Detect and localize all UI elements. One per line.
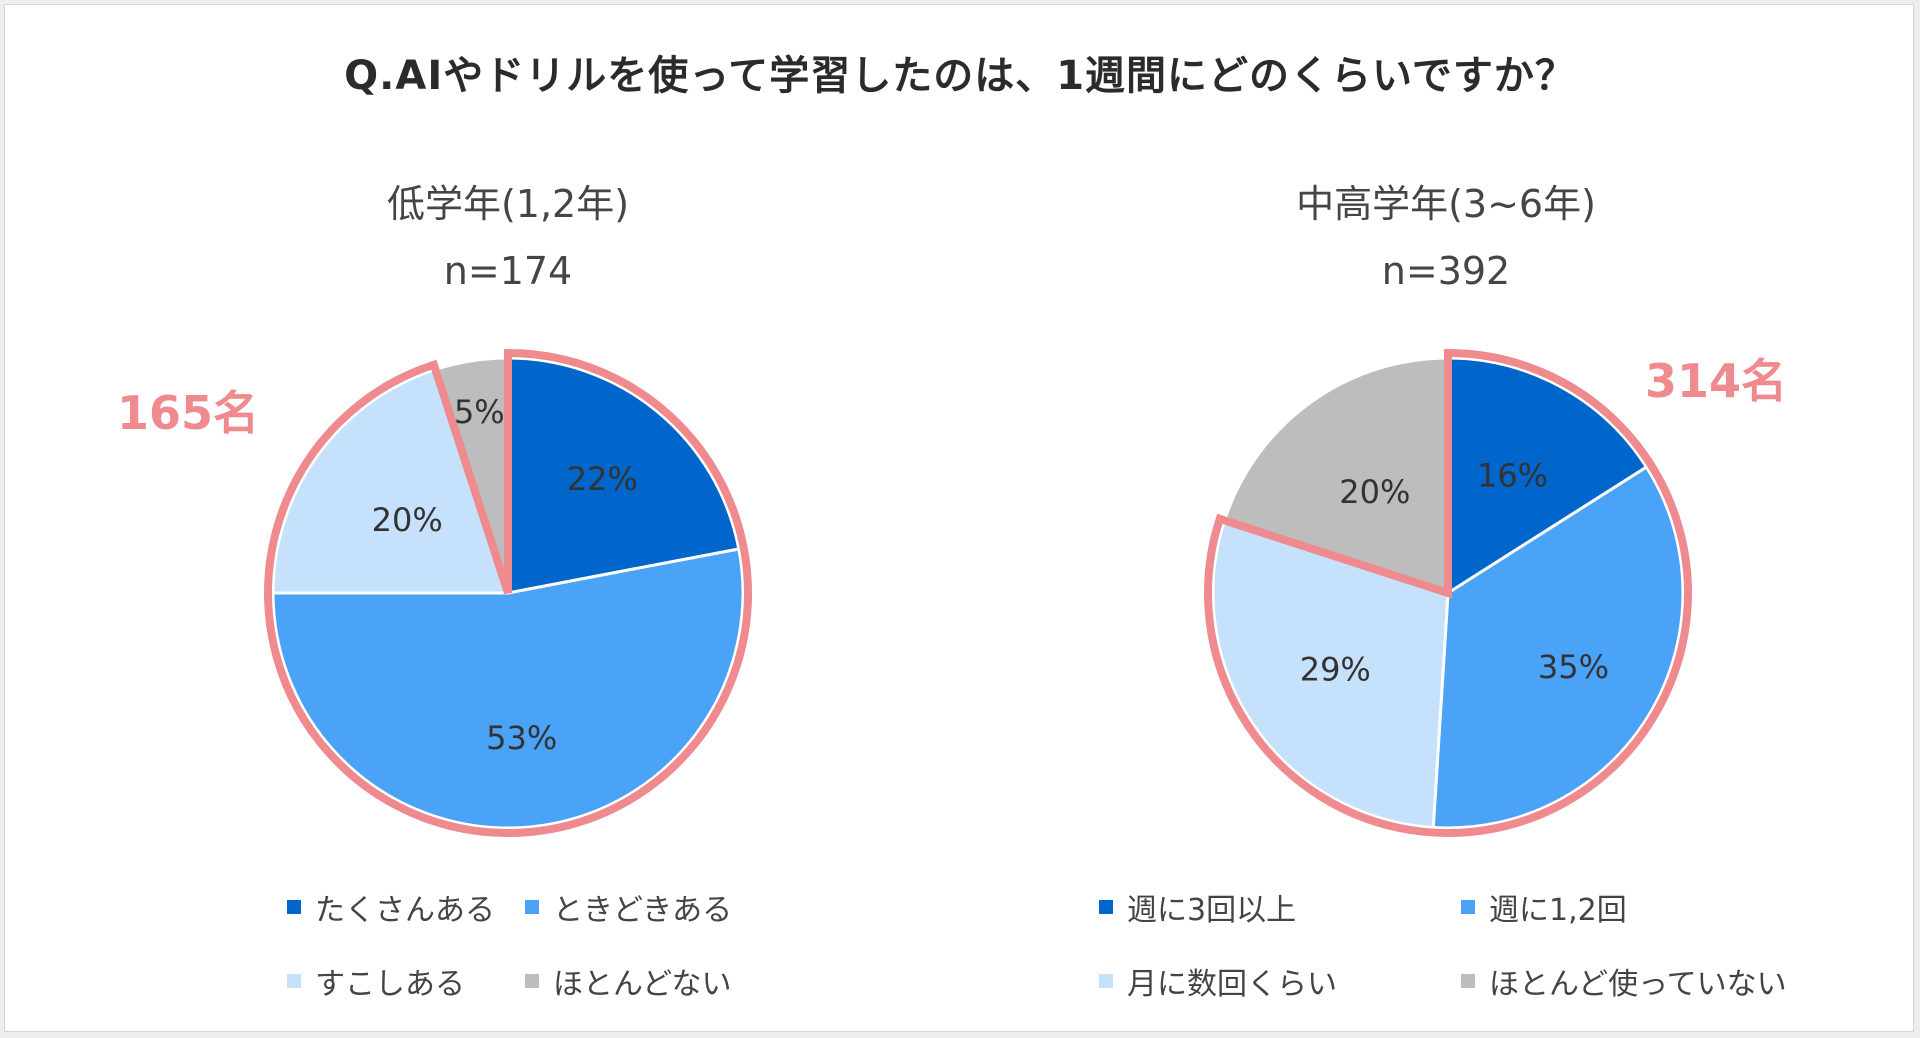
legend-item: 週に3回以上 [1099,885,1296,929]
legend-label: 週に3回以上 [1127,893,1297,928]
legend-label: 週に1,2回 [1489,893,1627,928]
legend-swatch-dark-blue [1099,900,1113,914]
legend-label: たくさんある [315,893,495,928]
slice-percent-label: 53% [486,719,557,757]
pie-slice-1 [1446,356,1649,596]
pie-slice-2 [271,547,745,830]
slice-percent-label: 5% [454,393,505,431]
slice-percent-label: 22% [567,460,638,498]
pie-charts-canvas: 22% 53% 20% 5% 16% 35% 29% 20% [264,348,1692,837]
pie-slice-3 [271,367,511,595]
slice-percent-label: 35% [1538,648,1609,686]
slice-percent-label: 20% [372,501,443,539]
slice-percent-label: 16% [1477,457,1548,495]
legend-label: ほとんどない [553,967,732,1002]
legend-item: すこしある [287,959,465,1003]
legend-label: ときどきある [553,893,733,928]
legend-item: 月に数回くらい [1099,959,1337,1003]
right-chart-sample-size: n=392 [1381,249,1511,293]
pie-slice-2 [1431,465,1685,830]
legend-swatch-mid-blue [1461,900,1475,914]
legend-label: ほとんど使っていない [1489,967,1787,1002]
legend-swatch-gray [525,974,539,988]
legend-swatch-mid-blue [525,900,539,914]
right-chart-title: 中高学年(3~6年) [1296,182,1596,226]
legend-label: 月に数回くらい [1127,967,1337,1002]
legend-swatch-gray [1461,974,1475,988]
legend-item: たくさんある [287,885,495,929]
pie-slice-1 [506,356,741,595]
left-chart-callout: 165名 [117,386,260,440]
pie-slice-3 [1211,518,1450,830]
legend-swatch-light-blue [1099,974,1113,988]
legend-item: ほとんど使っていない [1461,959,1787,1003]
left-chart-title: 低学年(1,2年) [386,182,630,226]
slice-percent-label: 29% [1300,651,1371,689]
legend-item: ときどきある [525,885,732,929]
left-pie-chart: 22% 53% 20% 5% [264,348,752,837]
legend-swatch-dark-blue [287,900,301,914]
left-chart-sample-size: n=174 [443,249,573,293]
highlight-outline [264,348,752,837]
legend-swatch-light-blue [287,974,301,988]
slice-percent-label: 20% [1339,473,1410,511]
chart-title: Q.AIやドリルを使って学習したのは、1週間にどのくらいですか？ [344,53,1576,99]
legend-item: 週に1,2回 [1461,885,1627,929]
legend-item: ほとんどない [525,959,732,1003]
highlight-outline [1204,348,1692,837]
pie-slice-4 [1222,356,1450,596]
legend-label: すこしある [315,967,465,1002]
right-chart-callout: 314名 [1645,354,1788,408]
right-pie-chart: 16% 35% 29% 20% [1204,348,1692,837]
chart-card: Q.AIやドリルを使って学習したのは、1週間にどのくらいですか？ 低学年(1,2… [4,4,1914,1032]
